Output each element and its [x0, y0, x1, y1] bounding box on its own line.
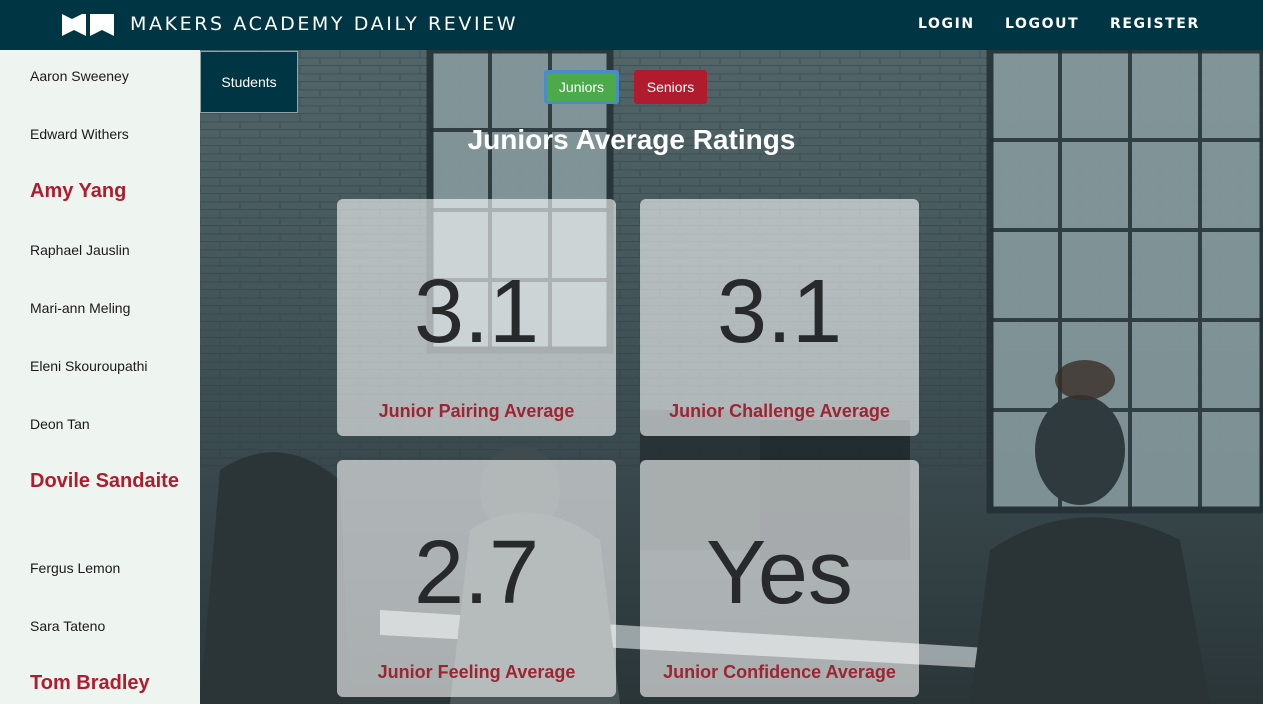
rating-card-challenge: 3.1 Junior Challenge Average — [640, 199, 919, 436]
student-item[interactable]: Deon Tan — [30, 415, 90, 433]
rating-card-feeling: 2.7 Junior Feeling Average — [337, 460, 616, 697]
book-logo-icon[interactable] — [62, 12, 114, 36]
page-title: Juniors Average Ratings — [400, 122, 863, 158]
juniors-button[interactable]: Juniors — [544, 70, 619, 104]
student-item[interactable]: Mari-ann Meling — [30, 299, 130, 317]
rating-value: 2.7 — [337, 518, 616, 628]
logout-link[interactable]: LOGOUT — [1005, 15, 1079, 33]
student-item[interactable]: Fergus Lemon — [30, 559, 120, 577]
app-title[interactable]: MAKERS ACADEMY DAILY REVIEW — [130, 12, 518, 36]
register-link[interactable]: REGISTER — [1110, 15, 1200, 33]
seniors-button[interactable]: Seniors — [634, 70, 707, 104]
student-item[interactable]: Aaron Sweeney — [30, 67, 129, 85]
rating-label: Junior Confidence Average — [640, 660, 919, 684]
student-item-featured[interactable]: Tom Bradley — [30, 669, 190, 697]
rating-card-pairing: 3.1 Junior Pairing Average — [337, 199, 616, 436]
rating-label: Junior Pairing Average — [337, 399, 616, 423]
login-link[interactable]: LOGIN — [918, 15, 975, 33]
student-item[interactable]: Raphael Jauslin — [30, 241, 130, 259]
student-item[interactable]: Sara Tateno — [30, 617, 105, 635]
rating-label: Junior Feeling Average — [337, 660, 616, 684]
top-navbar: MAKERS ACADEMY DAILY REVIEW LOGIN LOGOUT… — [0, 0, 1263, 50]
rating-value: Yes — [640, 518, 919, 628]
students-tab[interactable]: Students — [200, 51, 298, 113]
student-item[interactable]: Eleni Skouroupathi — [30, 357, 148, 375]
rating-value: 3.1 — [640, 257, 919, 367]
student-item[interactable]: Edward Withers — [30, 125, 129, 143]
student-sidebar: Aaron Sweeney Edward Withers Amy Yang Ra… — [0, 50, 200, 704]
rating-card-confidence: Yes Junior Confidence Average — [640, 460, 919, 697]
student-item-featured[interactable]: Dovile Sandaite — [30, 467, 190, 495]
rating-value: 3.1 — [337, 257, 616, 367]
student-item-featured[interactable]: Amy Yang — [30, 177, 190, 205]
rating-label: Junior Challenge Average — [640, 399, 919, 423]
